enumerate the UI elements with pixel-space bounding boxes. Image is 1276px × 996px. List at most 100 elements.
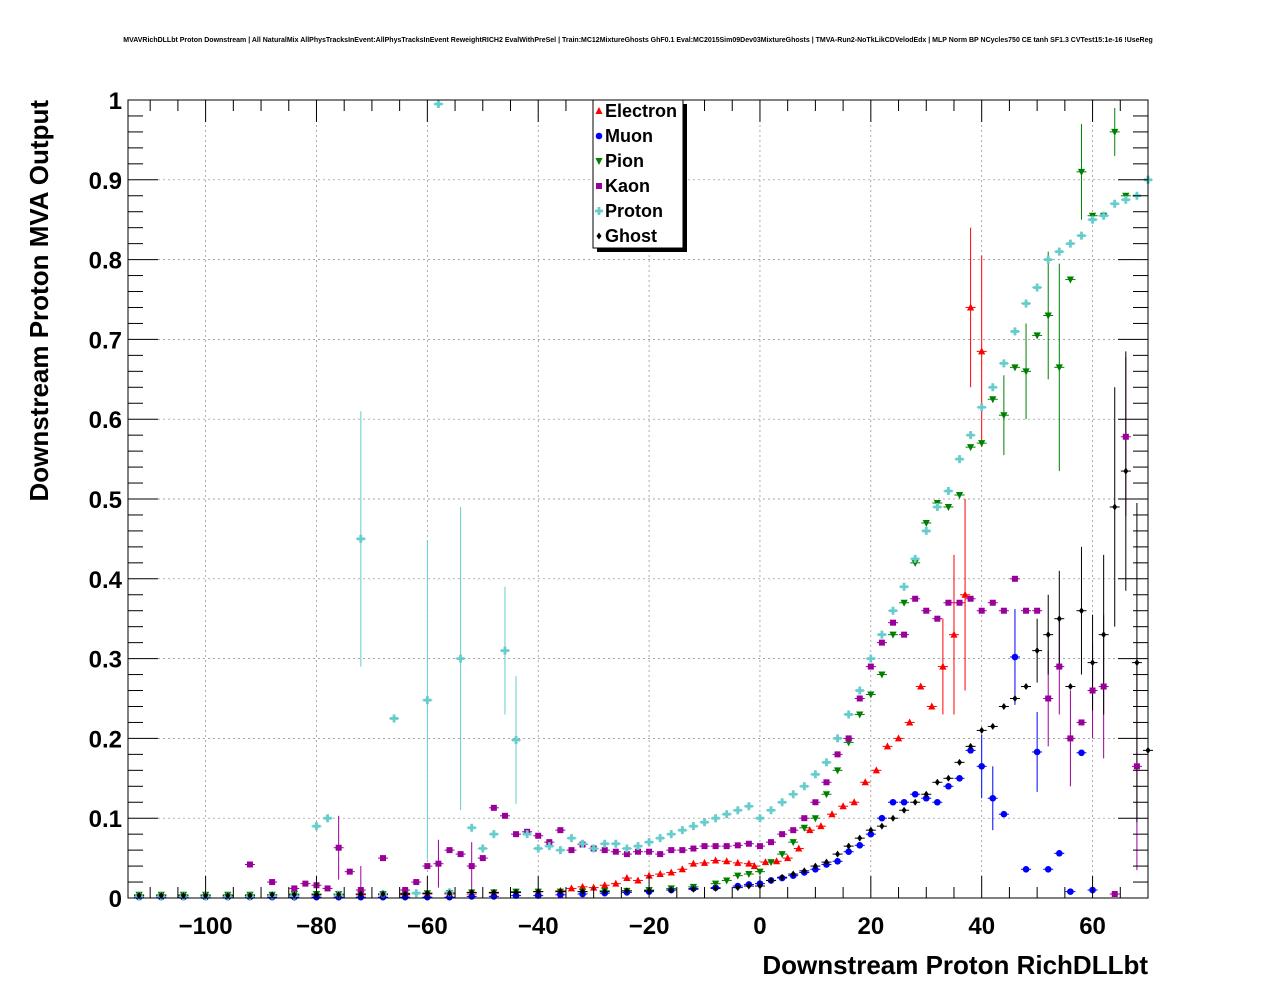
legend-marker-electron — [595, 107, 603, 114]
data-point — [917, 682, 925, 690]
data-point — [722, 810, 731, 819]
data-point — [246, 861, 253, 868]
data-point — [601, 847, 608, 854]
legend-entries: Electron Muon Pion Kaon Proton Ghost — [595, 101, 677, 246]
data-point — [269, 879, 276, 886]
data-point — [944, 503, 953, 511]
data-point — [1022, 299, 1031, 308]
data-point — [247, 892, 253, 900]
data-point — [967, 303, 975, 311]
data-point — [856, 711, 864, 719]
data-point — [956, 775, 963, 782]
data-point — [822, 758, 831, 767]
data-point — [879, 822, 885, 830]
data-point — [967, 747, 974, 754]
data-point — [934, 778, 940, 786]
data-point — [779, 873, 785, 881]
data-point — [700, 818, 709, 827]
data-point — [779, 831, 786, 838]
data-point — [668, 886, 674, 894]
data-point — [878, 639, 885, 646]
data-point — [979, 726, 985, 734]
data-point — [823, 779, 830, 786]
data-point — [1089, 687, 1096, 694]
data-point — [889, 631, 897, 639]
data-point — [390, 714, 399, 723]
data-point — [745, 859, 753, 867]
data-point — [578, 882, 587, 890]
data-point — [324, 885, 331, 892]
data-point — [679, 847, 686, 854]
x-axis-label: Downstream Proton RichDLLbt — [762, 950, 1148, 980]
x-tick-label: −80 — [296, 913, 337, 940]
data-point — [912, 798, 918, 806]
data-point — [833, 734, 842, 743]
data-point — [961, 590, 969, 598]
data-point — [678, 826, 687, 835]
legend-box — [592, 99, 684, 249]
data-point — [1066, 239, 1075, 248]
legend-marker-proton — [595, 207, 603, 216]
data-point — [945, 782, 952, 790]
data-point — [657, 851, 664, 858]
data-point — [823, 858, 829, 866]
data-point — [801, 815, 808, 822]
y-tick-label: 0.1 — [89, 806, 122, 833]
data-point — [1110, 199, 1119, 208]
data-point — [746, 882, 752, 890]
data-point — [1011, 653, 1019, 661]
data-point — [513, 831, 520, 838]
data-point — [1045, 631, 1051, 639]
data-point — [578, 839, 587, 848]
data-point — [380, 855, 386, 862]
data-point — [867, 663, 874, 670]
data-point — [1056, 663, 1063, 670]
data-point — [934, 615, 941, 622]
data-point — [712, 843, 719, 850]
data-point — [989, 599, 996, 606]
data-point — [1034, 607, 1041, 614]
data-point — [950, 630, 958, 638]
data-point — [828, 810, 836, 818]
data-point — [1034, 647, 1040, 655]
data-point — [778, 798, 787, 807]
data-point — [312, 822, 321, 831]
data-point — [1066, 276, 1074, 284]
data-point — [790, 870, 796, 878]
data-point — [269, 891, 275, 899]
data-point — [845, 735, 852, 742]
data-point — [855, 686, 864, 695]
data-point — [772, 857, 781, 865]
data-point — [756, 843, 763, 850]
data-point — [850, 798, 858, 806]
data-point — [323, 814, 332, 823]
data-point — [934, 798, 941, 806]
legend: Electron Muon Pion Kaon Proton Ghost — [592, 99, 687, 252]
y-tick-label: 0.4 — [89, 567, 123, 594]
data-point — [701, 843, 708, 850]
data-point — [878, 671, 886, 679]
data-point — [817, 822, 825, 830]
data-point — [878, 814, 886, 822]
data-point — [1090, 659, 1096, 667]
y-tick-label: 0.5 — [89, 487, 122, 514]
data-point — [1077, 231, 1086, 240]
data-point — [1122, 433, 1129, 440]
data-point — [1067, 735, 1074, 742]
data-point — [912, 595, 919, 602]
data-point — [713, 884, 719, 892]
y-tick-label: 0 — [109, 886, 122, 913]
data-point — [1000, 810, 1008, 818]
data-point — [928, 702, 936, 710]
data-point — [624, 887, 630, 895]
data-point — [911, 554, 920, 563]
legend-label-pion: Pion — [605, 151, 644, 171]
x-tick-label: −40 — [518, 913, 559, 940]
x-tick-label: 0 — [753, 913, 766, 940]
data-point — [956, 599, 963, 606]
data-point — [467, 823, 476, 832]
data-point — [906, 718, 914, 726]
data-point — [835, 850, 841, 858]
data-point — [567, 884, 576, 892]
